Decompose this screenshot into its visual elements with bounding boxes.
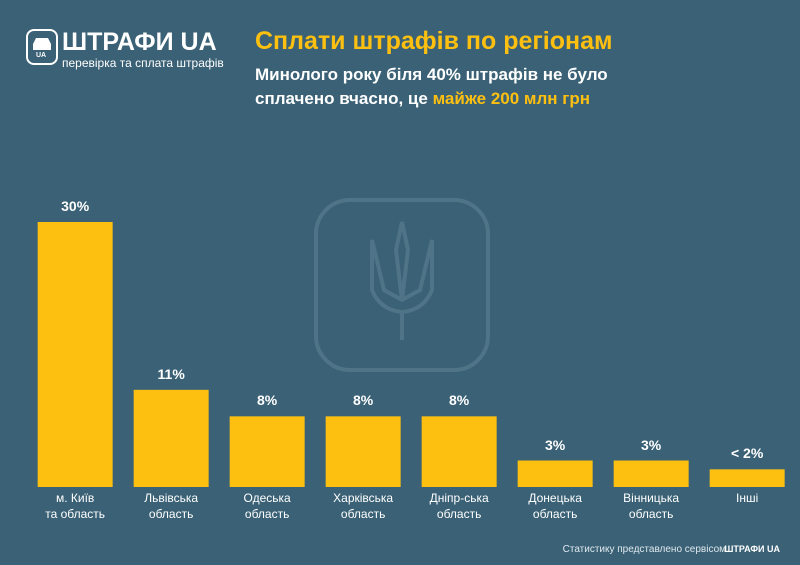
footer-text: Статистику представлено сервісом — [562, 544, 726, 555]
bar — [37, 222, 113, 487]
logo-subtitle: перевірка та сплата штрафів — [62, 56, 224, 70]
category-label: Одеська область — [243, 491, 291, 521]
value-label: < 2% — [730, 445, 764, 462]
category-label: Дніпр-ська область — [429, 491, 489, 521]
bar — [325, 416, 401, 487]
value-label: 8% — [257, 392, 278, 409]
value-label: 30% — [61, 198, 90, 214]
footer-brand: ШТРАФИ UA — [724, 544, 780, 554]
chart-title: Сплати штрафів по регіонам — [255, 27, 613, 55]
value-label: 3% — [641, 436, 662, 453]
logo-icon — [26, 29, 58, 65]
bar — [133, 389, 209, 487]
bar — [613, 460, 689, 487]
logo-title: ШТРАФИ UA — [62, 28, 217, 56]
value-label: 3% — [545, 436, 566, 453]
category-label: Львівська область — [144, 491, 199, 521]
category-label: Донецька область — [528, 491, 582, 521]
value-label: 11% — [157, 365, 185, 382]
category-label: Харківська область — [333, 491, 394, 521]
bar — [709, 469, 785, 487]
category-label: м. Київ та область — [45, 491, 106, 521]
bar — [421, 416, 497, 487]
category-label: Вінницька область — [623, 491, 680, 521]
chart-subtitle: Минолого року біля 40% штрафів не було с… — [255, 63, 675, 111]
subtitle-highlight: майже 200 млн грн — [432, 89, 591, 108]
subtitle-text: Минолого року біля 40% штрафів не було с… — [255, 65, 608, 108]
watermark — [314, 198, 490, 372]
bar — [229, 416, 305, 487]
value-label: 8% — [449, 392, 470, 409]
value-label: 8% — [353, 392, 374, 409]
category-label: Інші — [736, 491, 759, 505]
bar — [517, 460, 593, 487]
logo-badge: UA — [36, 52, 47, 59]
